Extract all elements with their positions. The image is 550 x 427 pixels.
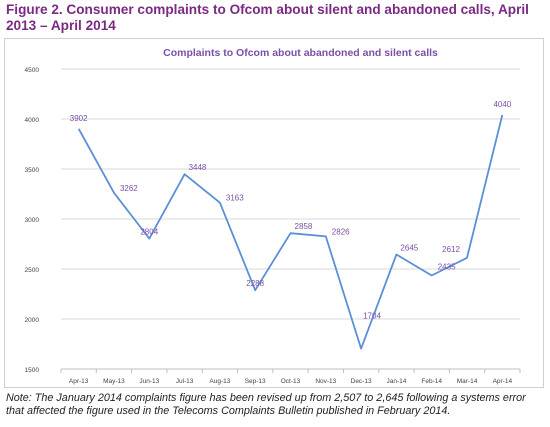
chart-title: Complaints to Ofcom about abandoned and … [163, 47, 438, 59]
series-line [77, 114, 504, 350]
y-tick-label: 3000 [25, 217, 40, 224]
figure-title: Figure 2. Consumer complaints to Ofcom a… [6, 2, 529, 33]
data-label: 4040 [493, 100, 511, 109]
data-label: 2858 [295, 222, 313, 231]
x-tick-label: Sep-13 [245, 378, 266, 385]
data-label: 3448 [189, 163, 207, 172]
y-tick-label: 2000 [25, 317, 40, 324]
data-label: 2435 [438, 263, 456, 272]
y-tick-label: 1500 [25, 367, 40, 374]
data-label: 2826 [332, 227, 350, 236]
x-tick-label: Apr-14 [493, 378, 513, 385]
x-tick-label: May-13 [103, 378, 125, 385]
x-tick-label: Jul-13 [176, 378, 194, 385]
x-tick-label: Oct-13 [281, 378, 301, 385]
x-tick-label: Mar-14 [457, 378, 478, 385]
x-tick-label: Dec-13 [351, 378, 372, 385]
x-tick-label: Jan-14 [386, 378, 406, 385]
x-tick-label: Jun-13 [139, 378, 159, 385]
y-tick-label: 3500 [25, 167, 40, 174]
x-tick-label: Apr-13 [69, 378, 89, 385]
y-tick-label: 4500 [25, 67, 40, 74]
data-label: 2288 [246, 279, 264, 288]
data-label: 2804 [140, 228, 158, 237]
x-tick-label: Aug-13 [209, 378, 230, 385]
data-label: 3262 [120, 184, 138, 193]
x-tick-label: Feb-14 [421, 378, 442, 385]
data-label: 3902 [70, 114, 88, 123]
x-tick-label: Nov-13 [315, 378, 336, 385]
y-tick-label: 2500 [25, 267, 40, 274]
data-label: 1704 [363, 312, 381, 321]
data-label: 2645 [400, 244, 418, 253]
figure-note: Note: The January 2014 complaints figure… [6, 392, 526, 417]
y-tick-label: 4000 [25, 117, 40, 124]
chart-container: Complaints to Ofcom about abandoned and … [4, 38, 544, 388]
data-label: 2612 [442, 245, 460, 254]
line-chart: Complaints to Ofcom about abandoned and … [25, 47, 521, 385]
data-label: 3163 [226, 194, 244, 203]
